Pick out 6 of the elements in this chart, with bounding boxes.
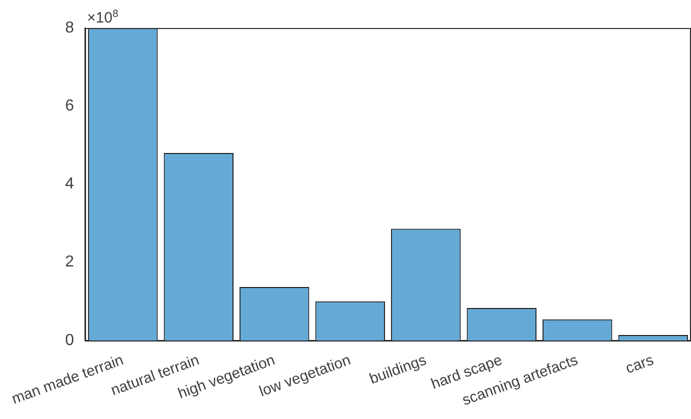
y-tick-label: 6 — [65, 98, 74, 115]
y-tick-label: 0 — [65, 332, 74, 349]
y-tick-label: 8 — [65, 19, 74, 36]
x-tick-label: cars — [623, 352, 656, 378]
y-tick-label: 2 — [65, 254, 74, 271]
y-tick-label: 4 — [65, 176, 74, 193]
